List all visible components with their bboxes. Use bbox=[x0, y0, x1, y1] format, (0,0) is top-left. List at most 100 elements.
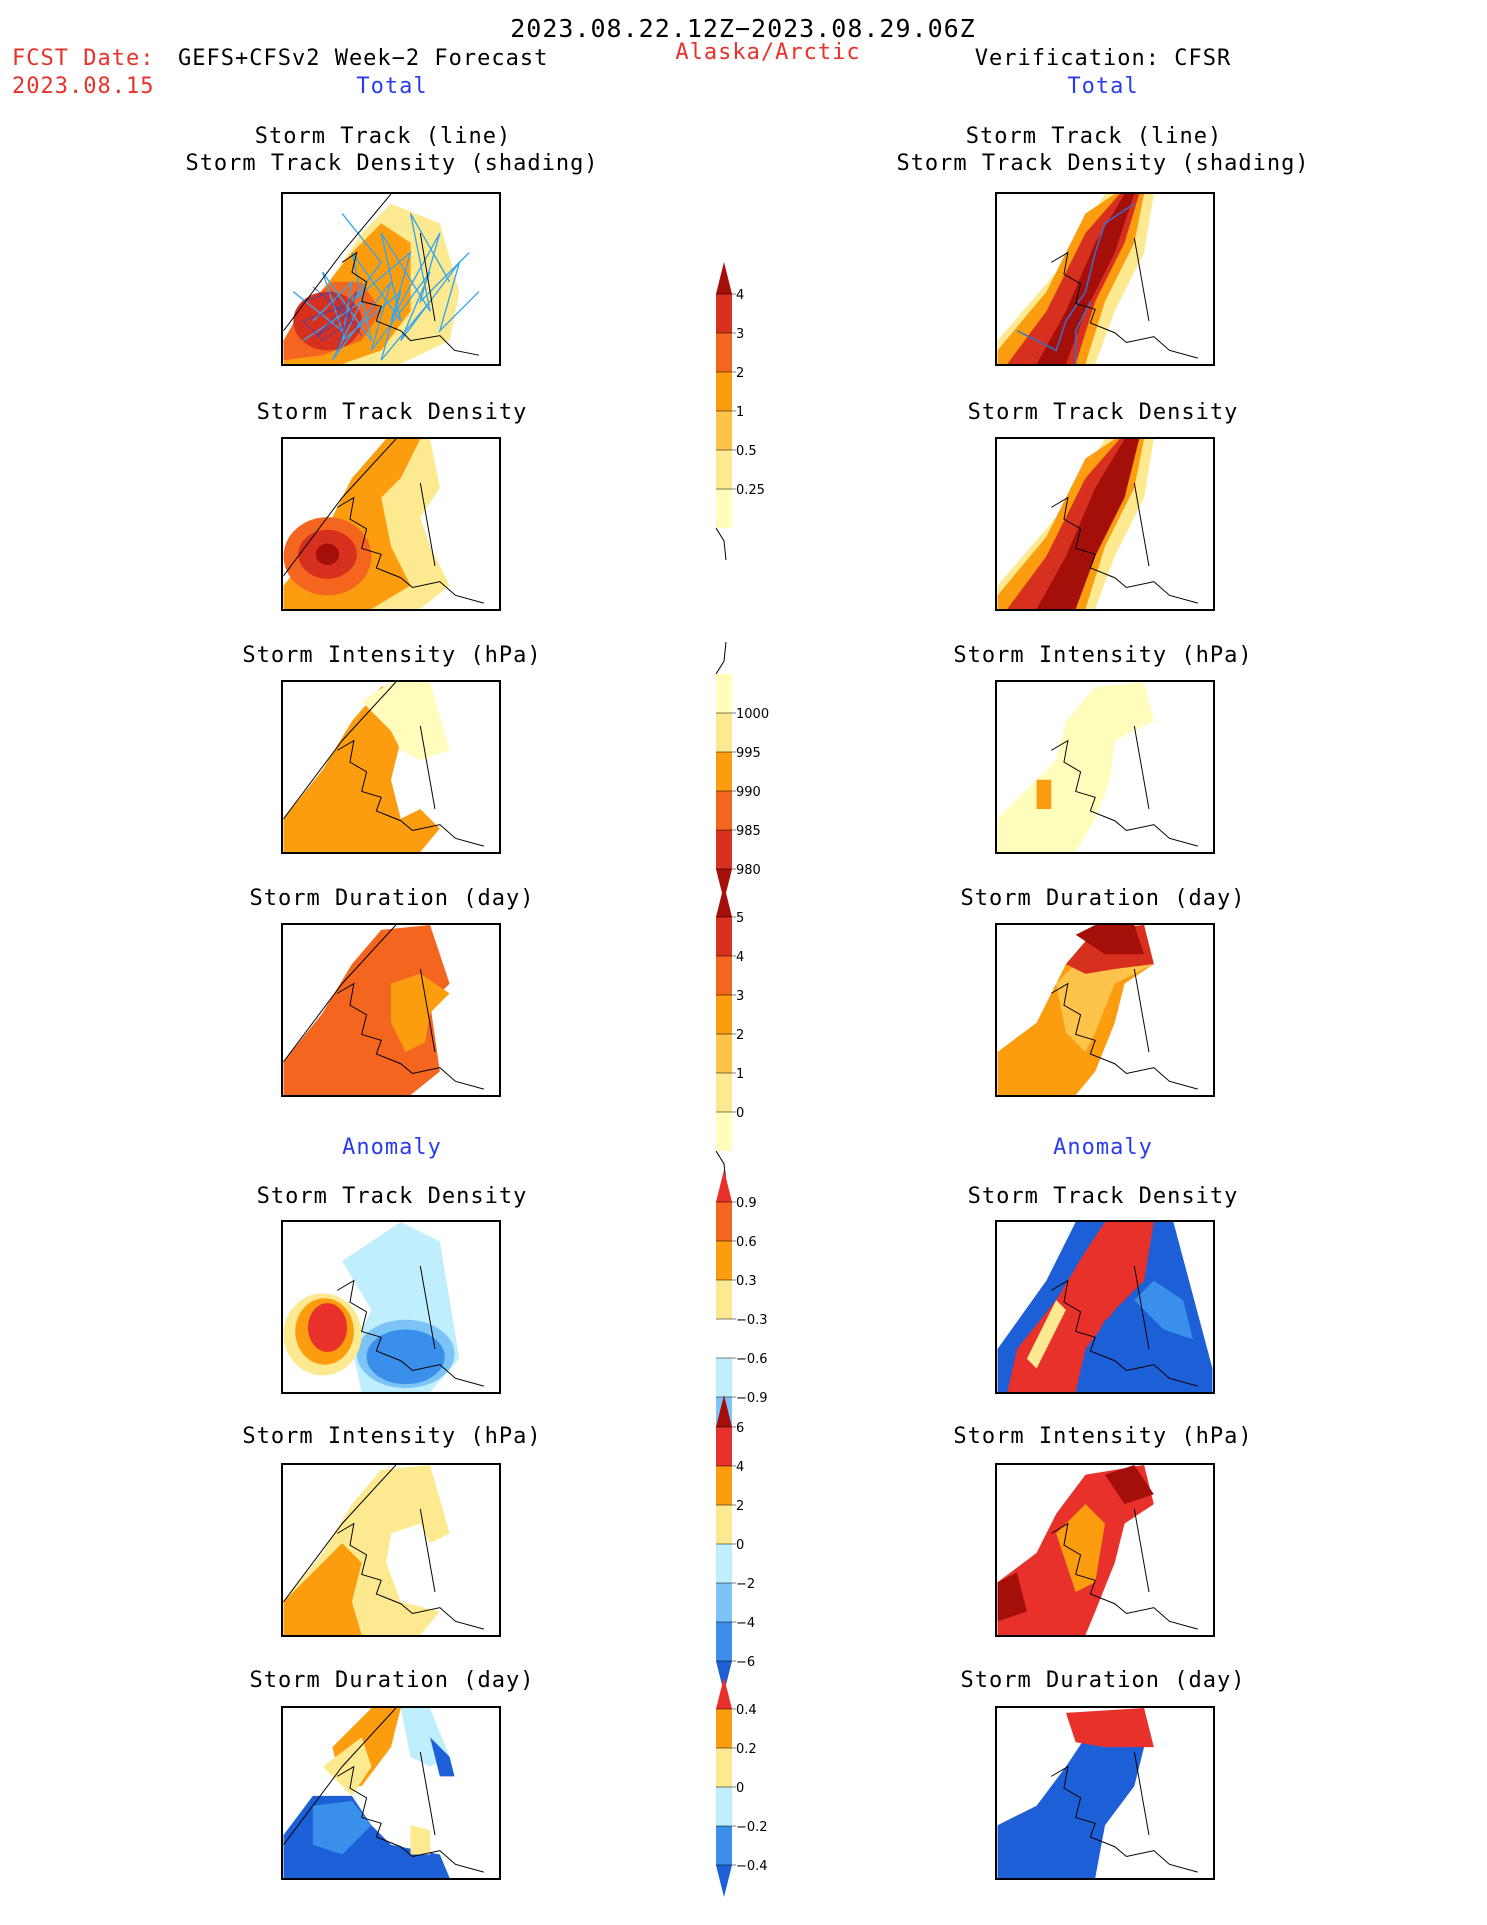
colorbar-segment bbox=[716, 791, 732, 830]
colorbar-segment bbox=[716, 995, 732, 1034]
colorbar-tick-label: 0 bbox=[736, 1106, 744, 1121]
colorbar-tick-label: 1 bbox=[736, 405, 744, 420]
colorbar-segment bbox=[716, 1466, 732, 1505]
colorbar-tick-label: 1 bbox=[736, 1067, 744, 1082]
map-verification-anomaly-track-density bbox=[995, 1220, 1215, 1394]
colorbar-tick-label: 2 bbox=[736, 1499, 744, 1514]
map-forecast-duration bbox=[281, 923, 501, 1097]
colorbar-top-arrow bbox=[716, 1677, 732, 1709]
title-track-density-shading-left: Storm Track Density (shading) bbox=[185, 151, 599, 176]
colorbar-tick-label: 0.25 bbox=[736, 483, 765, 498]
colorbar-tick-label: 980 bbox=[736, 863, 761, 878]
colorbar-segment bbox=[716, 1358, 732, 1397]
fcst-date: 2023.08.15 bbox=[12, 74, 155, 99]
colorbar-tick-label: 5 bbox=[736, 911, 744, 926]
colorbar-tick-label: 4 bbox=[736, 288, 744, 303]
colorbar-tick-label: 6 bbox=[736, 1421, 744, 1436]
colorbar-segment bbox=[716, 1112, 732, 1151]
colorbar-duration-total: 5 4 3 2 1 0 bbox=[715, 885, 796, 1187]
colorbar-tick-label: 3 bbox=[736, 327, 744, 342]
colorbar-segment bbox=[716, 830, 732, 869]
title-intensity-left: Storm Intensity (hPa) bbox=[242, 643, 542, 668]
colorbar-top-arrow bbox=[716, 1395, 732, 1427]
colorbar-tick-label: 3 bbox=[736, 989, 744, 1004]
colorbar-segment bbox=[716, 1709, 732, 1748]
region-label: Alaska/Arctic bbox=[675, 40, 861, 65]
colorbar-tick-label: 0 bbox=[736, 1781, 744, 1796]
colorbar-segment bbox=[716, 674, 732, 713]
colorbar-segment bbox=[716, 713, 732, 752]
colorbar-segment bbox=[716, 411, 732, 450]
fcst-label: FCST Date: bbox=[12, 46, 155, 71]
colorbar-density-total: 4 3 2 1 0.5 0.25 bbox=[715, 262, 796, 564]
colorbar-segment bbox=[716, 372, 732, 411]
colorbar-segment bbox=[716, 489, 732, 528]
title-anom-duration-right: Storm Duration (day) bbox=[960, 1668, 1246, 1693]
colorbar-top-arrow bbox=[716, 885, 732, 917]
colorbar-tick-label: 2 bbox=[736, 1028, 744, 1043]
colorbar-tick-label: 4 bbox=[736, 1460, 744, 1475]
colorbar-segment bbox=[716, 1544, 732, 1583]
colorbar-tick-label: 0 bbox=[736, 1538, 744, 1553]
map-forecast-anomaly-duration bbox=[281, 1706, 501, 1880]
title-track-density-shading-right: Storm Track Density (shading) bbox=[896, 151, 1310, 176]
map-verification-intensity bbox=[995, 680, 1215, 854]
colorbar-tick-label: 985 bbox=[736, 824, 761, 839]
colorbar-tick-label: −4 bbox=[736, 1616, 755, 1631]
map-forecast-anomaly-intensity bbox=[281, 1463, 501, 1637]
colorbar-segment bbox=[716, 333, 732, 372]
verification-label: Verification: CFSR bbox=[974, 46, 1232, 71]
title-anom-duration-left: Storm Duration (day) bbox=[249, 1668, 535, 1693]
colorbar-segment bbox=[716, 752, 732, 791]
colorbar-segment bbox=[716, 1505, 732, 1544]
map-forecast-intensity bbox=[281, 680, 501, 854]
title-track-density-left: Storm Track Density bbox=[256, 400, 528, 425]
colorbar-segment bbox=[716, 1241, 732, 1280]
colorbar-tick-label: 0.5 bbox=[736, 444, 757, 459]
colorbar-tick-label: −0.9 bbox=[736, 1391, 768, 1406]
map-forecast-anomaly-track-density bbox=[281, 1220, 501, 1394]
title-anom-intensity-left: Storm Intensity (hPa) bbox=[242, 1424, 542, 1449]
title-track-line-right: Storm Track (line) bbox=[965, 124, 1223, 149]
colorbar-tick-label: 995 bbox=[736, 746, 761, 761]
colorbar-segment bbox=[716, 1427, 732, 1466]
colorbar-segment bbox=[716, 1319, 732, 1358]
colorbar-tick-label: −2 bbox=[736, 1577, 755, 1592]
title-duration-right: Storm Duration (day) bbox=[960, 886, 1246, 911]
title-anom-track-density-left: Storm Track Density bbox=[256, 1184, 528, 1209]
colorbar-top-arrow bbox=[716, 1170, 732, 1202]
colorbar-segment bbox=[716, 1202, 732, 1241]
colorbar-segment bbox=[716, 1748, 732, 1787]
title-anom-intensity-right: Storm Intensity (hPa) bbox=[953, 1424, 1253, 1449]
colorbar-duration-anomaly: 0.4 0.2 0 −0.2 −0.4 bbox=[716, 1677, 796, 1901]
map-verification-duration bbox=[995, 923, 1215, 1097]
colorbar-svg: 1000 995 990 985 980 bbox=[715, 641, 769, 901]
map-forecast-track-density-line bbox=[281, 192, 501, 366]
map-verification-anomaly-duration bbox=[995, 1706, 1215, 1880]
colorbar-tick-label: −0.6 bbox=[736, 1352, 768, 1367]
colorbar-svg: 0.9 0.6 0.3 −0.3 −0.6 −0.9 bbox=[716, 1170, 768, 1507]
colorbar-top-line bbox=[715, 641, 727, 675]
map-verification-track-density bbox=[995, 437, 1215, 611]
map-verification-anomaly-intensity bbox=[995, 1463, 1215, 1637]
colorbar-intensity-total: 1000 995 990 985 980 bbox=[715, 641, 796, 905]
colorbar-tick-label: 0.6 bbox=[736, 1235, 757, 1250]
colorbar-tick-label: −0.3 bbox=[736, 1313, 768, 1328]
colorbar-svg: 6 4 2 0 −2 −4 −6 bbox=[716, 1395, 755, 1693]
colorbar-segment bbox=[716, 1826, 732, 1865]
colorbar-intensity-anomaly: 6 4 2 0 −2 −4 −6 bbox=[716, 1395, 796, 1697]
anomaly-left-label: Anomaly bbox=[342, 1135, 442, 1160]
colorbar-density-anomaly: 0.9 0.6 0.3 −0.3 −0.6 −0.9 bbox=[716, 1170, 796, 1511]
map-forecast-track-density bbox=[281, 437, 501, 611]
colorbar-svg: 0.4 0.2 0 −0.2 −0.4 bbox=[716, 1677, 768, 1897]
colorbar-bottom-arrow bbox=[716, 1865, 732, 1897]
anomaly-right-label: Anomaly bbox=[1053, 1135, 1153, 1160]
colorbar-segment bbox=[716, 294, 732, 333]
period-title: 2023.08.22.12Z−2023.08.29.06Z bbox=[510, 14, 976, 43]
colorbar-segment bbox=[716, 1787, 732, 1826]
colorbar-segment bbox=[716, 1280, 732, 1319]
colorbar-svg: 5 4 3 2 1 0 bbox=[715, 885, 744, 1184]
colorbar-segment bbox=[716, 1034, 732, 1073]
title-duration-left: Storm Duration (day) bbox=[249, 886, 535, 911]
colorbar-tick-label: 0.4 bbox=[736, 1703, 757, 1718]
